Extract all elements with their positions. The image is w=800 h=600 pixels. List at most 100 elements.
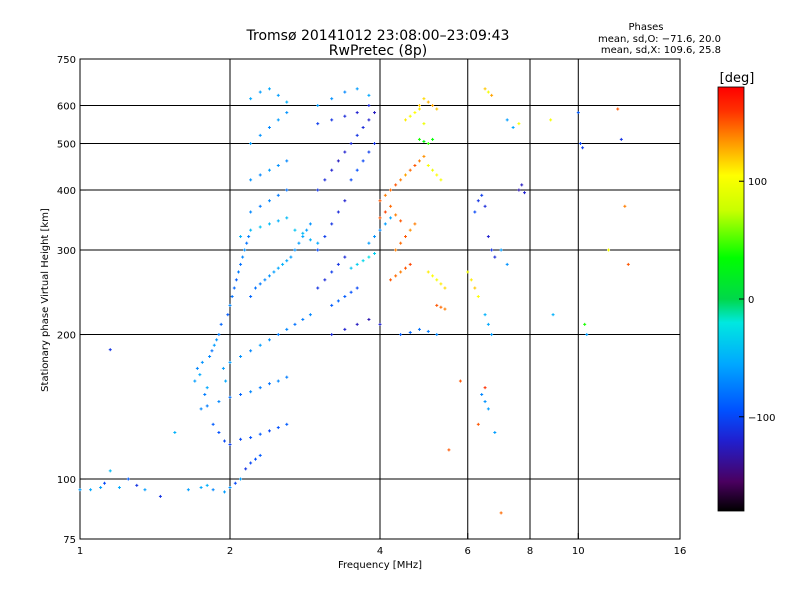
data-point xyxy=(435,333,439,337)
data-point xyxy=(316,248,320,252)
data-point xyxy=(585,333,589,337)
data-point xyxy=(249,210,253,214)
data-point xyxy=(228,395,232,399)
colorbar: [deg] 100 0 −100 xyxy=(717,71,775,512)
data-point xyxy=(480,193,484,197)
data-point xyxy=(349,290,353,294)
data-point xyxy=(285,375,289,379)
y-tick-label: 750 xyxy=(57,55,76,66)
data-point xyxy=(285,111,289,115)
data-point xyxy=(486,322,490,326)
x-tick-label: 4 xyxy=(377,546,383,557)
data-point xyxy=(389,188,393,192)
data-point xyxy=(355,111,359,115)
x-tick-label: 6 xyxy=(465,546,471,557)
data-point xyxy=(208,354,212,358)
data-point xyxy=(276,426,280,430)
data-point xyxy=(511,125,515,129)
data-point xyxy=(258,282,262,286)
data-point xyxy=(297,241,301,245)
data-point xyxy=(211,422,215,426)
data-point xyxy=(330,168,334,172)
data-point xyxy=(224,379,228,383)
data-point xyxy=(413,163,417,167)
data-point xyxy=(221,366,225,370)
x-tick-label: 2 xyxy=(227,546,233,557)
data-point xyxy=(89,488,93,492)
data-point xyxy=(336,262,340,266)
data-point xyxy=(239,235,243,239)
data-point xyxy=(408,114,412,118)
data-point xyxy=(195,366,199,370)
data-point xyxy=(228,303,232,307)
data-point xyxy=(383,193,387,197)
data-point xyxy=(355,87,359,91)
data-point xyxy=(249,461,253,465)
data-point xyxy=(217,400,221,404)
data-point xyxy=(239,393,243,397)
data-point xyxy=(99,486,103,490)
data-point xyxy=(301,231,305,235)
data-point xyxy=(399,241,403,245)
data-point xyxy=(267,87,271,91)
data-point xyxy=(258,90,262,94)
data-point xyxy=(355,322,359,326)
data-point xyxy=(249,178,253,182)
data-point xyxy=(551,313,555,317)
data-point xyxy=(349,266,353,270)
data-point xyxy=(285,422,289,426)
data-point xyxy=(316,241,320,245)
phases-heading: Phases xyxy=(628,22,663,33)
data-point xyxy=(466,270,470,274)
data-point xyxy=(378,199,382,203)
data-point xyxy=(343,150,347,154)
data-point xyxy=(316,122,320,126)
data-point xyxy=(241,255,245,259)
data-point xyxy=(523,191,527,195)
data-point xyxy=(499,248,503,252)
data-point xyxy=(403,235,407,239)
data-point xyxy=(239,437,243,441)
data-point xyxy=(316,286,320,290)
data-point xyxy=(367,118,371,122)
data-point xyxy=(186,488,190,492)
data-point xyxy=(439,178,443,182)
data-point xyxy=(293,322,297,326)
data-point xyxy=(373,142,377,146)
data-point xyxy=(486,235,490,239)
data-point xyxy=(267,429,271,433)
data-point xyxy=(210,349,214,353)
data-point xyxy=(403,118,407,122)
data-point xyxy=(435,107,439,111)
data-point xyxy=(263,278,267,282)
data-point xyxy=(480,393,484,397)
x-tick-label: 8 xyxy=(527,546,533,557)
data-point xyxy=(549,118,553,122)
data-point xyxy=(249,97,253,101)
data-point xyxy=(276,163,280,167)
data-point xyxy=(435,303,439,307)
data-point xyxy=(439,305,443,309)
data-point xyxy=(383,222,387,226)
data-point xyxy=(413,222,417,226)
data-point xyxy=(520,183,524,187)
data-point xyxy=(469,278,473,282)
data-point xyxy=(330,118,334,122)
data-point xyxy=(343,255,347,259)
data-point xyxy=(173,431,177,435)
data-point xyxy=(217,333,221,337)
data-point xyxy=(417,104,421,108)
phases-line-x: mean, sd,X: 109.6, 25.8 xyxy=(601,45,721,56)
data-point xyxy=(249,142,253,146)
data-point xyxy=(289,255,293,259)
data-point xyxy=(293,228,297,232)
data-point xyxy=(143,488,147,492)
data-point xyxy=(232,286,236,290)
data-point xyxy=(408,168,412,172)
data-point xyxy=(408,330,412,334)
data-point xyxy=(249,390,253,394)
data-point xyxy=(301,235,305,239)
y-axis-ticks: 75 100 200 300 400 500 600 750 xyxy=(57,55,86,546)
data-point xyxy=(486,407,490,411)
colorbar-ticks: 100 0 −100 xyxy=(739,177,775,424)
